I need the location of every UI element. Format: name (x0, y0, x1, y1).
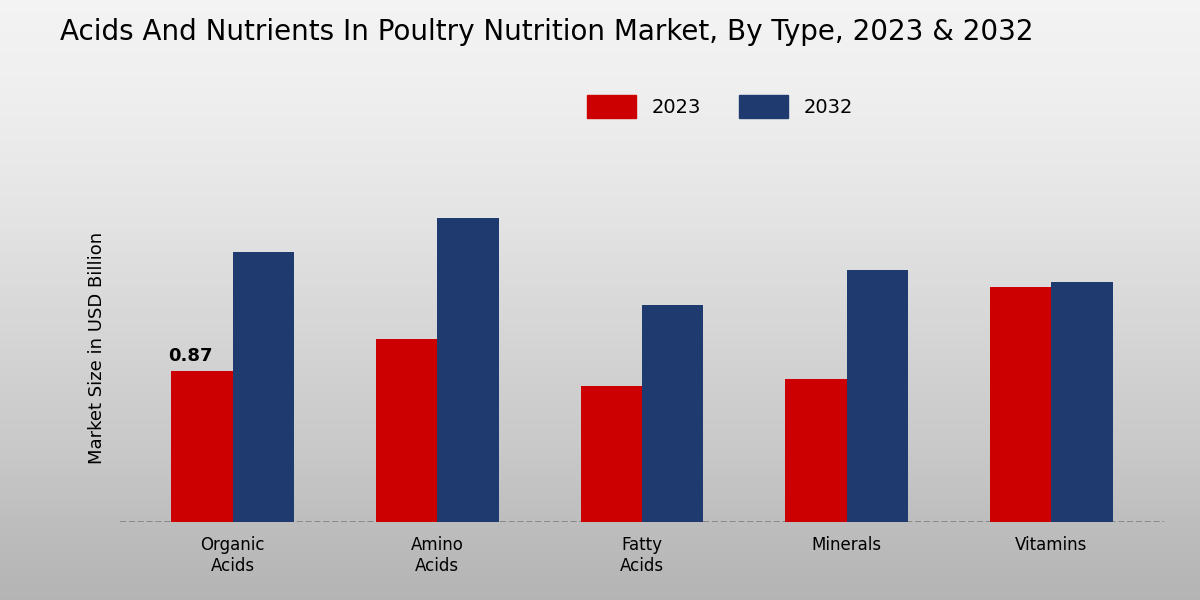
Bar (581, 386, 642, 522)
Text: 0.87: 0.87 (168, 347, 212, 365)
Bar (642, 304, 703, 522)
Y-axis label: Market Size in USD Billion: Market Size in USD Billion (88, 232, 106, 464)
Bar (990, 287, 1051, 522)
Bar (376, 339, 437, 522)
Bar (172, 371, 233, 522)
Bar (1051, 282, 1112, 522)
Bar (847, 270, 908, 522)
Bar (233, 252, 294, 522)
Bar (437, 217, 499, 522)
Legend: 2023, 2032: 2023, 2032 (580, 88, 860, 126)
Text: Acids And Nutrients In Poultry Nutrition Market, By Type, 2023 & 2032: Acids And Nutrients In Poultry Nutrition… (60, 18, 1033, 46)
Bar (785, 379, 847, 522)
